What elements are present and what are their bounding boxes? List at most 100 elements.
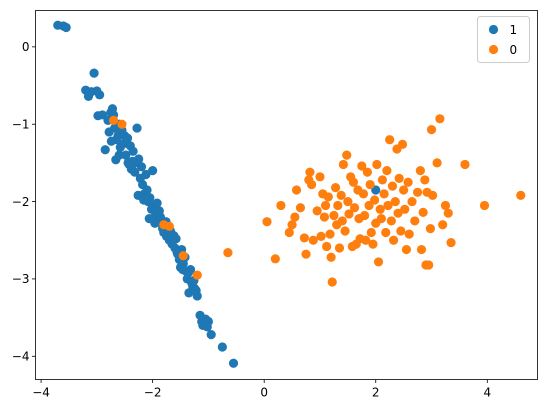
y-tick-label-1: −1 (12, 117, 30, 131)
data-point-series-0-65 (375, 204, 385, 214)
data-point-series-1-79 (203, 316, 214, 327)
data-point-series-1-90 (127, 156, 138, 166)
data-point-series-0-58 (365, 179, 375, 190)
data-point-series-0-93 (420, 175, 430, 185)
data-point-series-0-20 (308, 235, 318, 245)
data-point-series-1-30 (132, 123, 142, 133)
data-point-series-1-81 (217, 342, 227, 352)
data-point-series-0-60 (368, 239, 378, 249)
data-point-series-0-36 (334, 243, 345, 253)
data-point-series-1-27 (128, 146, 138, 156)
data-point-series-0-84 (401, 244, 412, 255)
data-point-series-0-19 (307, 179, 317, 190)
data-point-series-0-74 (387, 181, 398, 191)
data-point-series-0-3 (164, 221, 174, 231)
data-point-series-0-76 (390, 196, 400, 207)
data-point-series-1-23 (122, 133, 133, 143)
data-point-series-0-9 (276, 200, 286, 211)
data-point-series-1-85 (104, 127, 114, 137)
data-point-series-0-82 (399, 185, 409, 195)
data-point-series-0-104 (443, 208, 453, 218)
data-point-series-1-33 (136, 162, 147, 172)
data-point-series-0-63 (372, 159, 382, 170)
y-tick-label-3: −3 (12, 272, 30, 286)
data-point-series-0-30 (326, 252, 336, 262)
data-point-series-1-8 (95, 90, 105, 100)
data-point-series-0-59 (366, 227, 376, 238)
data-point-series-0-102 (438, 220, 448, 230)
data-point-series-0-88 (410, 216, 420, 226)
data-point-series-1-73 (192, 291, 202, 301)
data-point-series-0-66 (376, 213, 386, 224)
y-tick-label-4: −4 (12, 349, 30, 363)
data-point-series-0-1 (117, 119, 127, 129)
data-point-series-0-68 (379, 189, 389, 199)
data-point-series-1-41 (148, 166, 158, 176)
y-tick-label-0: 0 (22, 40, 30, 54)
data-point-series-1-37 (142, 185, 152, 195)
data-point-series-0-33 (330, 183, 341, 193)
data-point-series-1-92 (139, 195, 149, 205)
data-point-series-0-22 (315, 172, 325, 182)
data-point-series-0-28 (323, 192, 333, 202)
data-point-series-0-43 (344, 209, 354, 219)
data-point-series-1-84 (100, 145, 110, 155)
data-point-series-0-14 (295, 203, 306, 213)
data-point-series-0-80 (396, 226, 406, 236)
data-point-series-1-6 (89, 68, 99, 78)
data-point-series-0-25 (319, 212, 330, 222)
data-point-series-1-80 (206, 330, 216, 340)
legend-label-1: 1 (510, 23, 518, 37)
data-point-series-0-39 (338, 159, 348, 170)
data-point-series-0-101 (435, 114, 445, 124)
data-point-series-0-91 (416, 244, 427, 255)
legend-box (477, 16, 530, 63)
data-point-series-0-85 (403, 177, 413, 187)
data-point-series-0-5 (192, 270, 202, 280)
data-point-series-0-79 (394, 173, 404, 183)
data-point-series-0-87 (407, 196, 417, 207)
data-point-series-0-61 (370, 195, 380, 205)
data-point-series-0-26 (320, 200, 331, 211)
data-point-series-0-89 (412, 187, 423, 197)
data-point-series-0-72 (385, 135, 395, 145)
data-point-series-1-28 (130, 167, 140, 177)
data-point-series-0-108 (516, 190, 526, 200)
data-point-series-0-15 (299, 233, 309, 243)
data-point-series-0-97 (425, 224, 436, 234)
data-point-series-0-69 (381, 227, 391, 238)
data-point-series-0-53 (358, 189, 369, 199)
data-point-series-0-18 (305, 167, 315, 177)
data-point-series-0-99 (428, 190, 438, 200)
data-point-series-0-16 (301, 249, 311, 259)
data-point-series-0-90 (415, 166, 425, 176)
data-point-series-0-103 (440, 200, 451, 211)
legend-marker-1 (488, 24, 499, 35)
series-0 (108, 114, 526, 287)
data-point-series-1-82 (228, 358, 239, 368)
data-point-series-1-83 (97, 110, 108, 120)
data-point-series-0-7 (262, 217, 272, 227)
data-point-series-0-92 (418, 207, 428, 218)
data-point-series-0-11 (287, 220, 297, 230)
data-point-series-0-86 (404, 229, 414, 239)
y-tick-label-2: −2 (12, 195, 30, 209)
data-point-series-0-67 (377, 175, 388, 185)
data-point-series-1-88 (114, 150, 124, 160)
data-point-series-0-31 (327, 277, 337, 287)
x-tick-label-1: −2 (144, 386, 162, 400)
data-point-series-0-75 (388, 235, 399, 245)
data-point-series-1-44 (152, 198, 162, 208)
data-point-series-0-55 (361, 235, 371, 245)
data-point-series-0-64 (373, 257, 384, 267)
data-point-series-1-22 (121, 150, 131, 160)
data-point-series-1-100 (183, 268, 193, 278)
legend-label-0: 0 (510, 43, 518, 57)
axes-ticks: −4 −2 0 2 4 0 −1 −2 −3 −4 (12, 40, 491, 399)
data-point-series-0-13 (291, 185, 302, 195)
data-point-series-0-98 (426, 125, 437, 135)
data-point-series-0-6 (223, 248, 233, 258)
data-point-series-0-40 (340, 226, 350, 236)
data-point-series-0-23 (316, 231, 326, 241)
data-point-series-0-35 (333, 200, 343, 211)
